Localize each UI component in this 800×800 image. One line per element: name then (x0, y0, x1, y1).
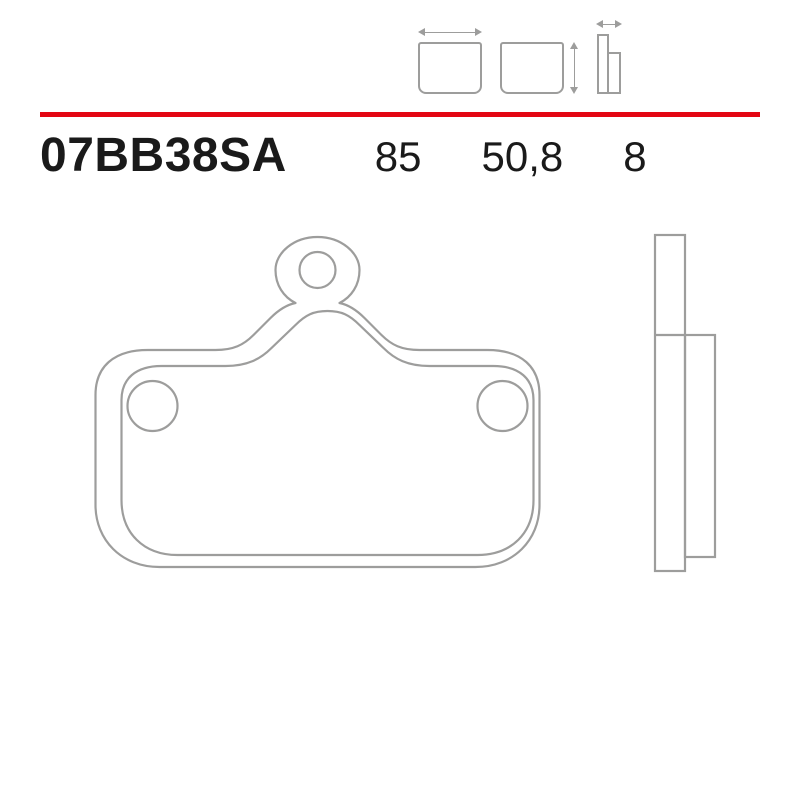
tab-hole (300, 252, 336, 288)
friction-material (685, 335, 715, 557)
inner-friction-outline (122, 311, 534, 555)
height-dim-line (570, 42, 578, 94)
thickness-icon (596, 20, 622, 94)
pad-front-icon (418, 42, 482, 94)
front-view-svg (40, 225, 595, 585)
arrow-left-icon (596, 20, 603, 28)
arrow-right-icon (475, 28, 482, 36)
side-view-svg (630, 225, 760, 585)
part-number: 07BB38SA (40, 128, 287, 183)
dimensions-row: 85 50,8 8 (375, 133, 647, 181)
width-icon (418, 28, 482, 94)
arrow-up-icon (570, 42, 578, 49)
dim-thickness: 8 (623, 133, 646, 181)
width-dim-line (418, 28, 482, 36)
arrow-left-icon (418, 28, 425, 36)
header-dimension-icons (418, 20, 622, 94)
dim-width: 85 (375, 133, 422, 181)
pad-front-icon (500, 42, 564, 94)
right-mounting-hole (478, 381, 528, 431)
pad-side-icon (597, 34, 621, 94)
height-icon (500, 42, 578, 94)
brake-pad-side-view (630, 225, 760, 585)
arrow-down-icon (570, 87, 578, 94)
left-mounting-hole (128, 381, 178, 431)
outer-outline (96, 237, 540, 567)
spec-row: 07BB38SA 85 50,8 8 (40, 128, 760, 183)
brake-pad-front-view (40, 225, 595, 585)
thickness-dim-line (596, 20, 622, 28)
section-divider (40, 112, 760, 117)
backing-plate (655, 235, 685, 571)
dim-height: 50,8 (482, 133, 564, 181)
arrow-right-icon (615, 20, 622, 28)
